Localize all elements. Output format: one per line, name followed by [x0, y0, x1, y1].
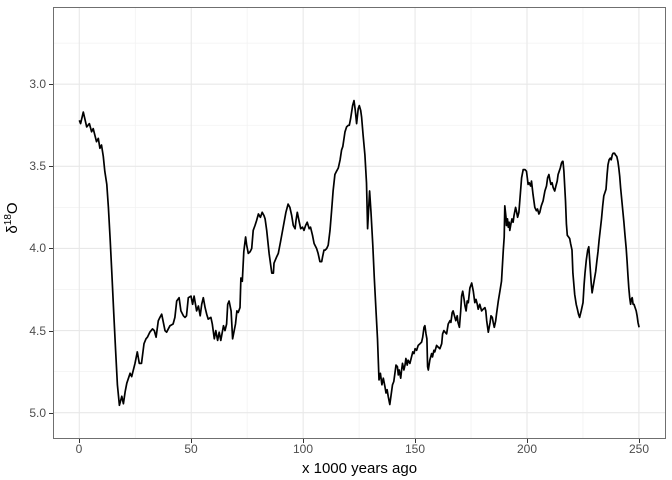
plot-panel [53, 7, 666, 439]
x-axis-tick [527, 439, 528, 443]
x-axis-tick [191, 439, 192, 443]
data-line [78, 99, 640, 407]
y-axis-tick [49, 84, 53, 85]
panel-border [53, 7, 666, 439]
x-axis-tick [415, 439, 416, 443]
y-tick-label: 3.0 [29, 77, 46, 91]
x-axis-tick [639, 439, 640, 443]
y-axis-tick [49, 166, 53, 167]
y-tick-label: 5.0 [29, 406, 46, 420]
y-axis-title-delta: δ [4, 225, 21, 234]
x-tick-label: 150 [404, 442, 426, 456]
y-tick-label: 3.5 [29, 159, 46, 173]
y-axis-title-superscript: 18 [3, 214, 14, 226]
x-axis-title: x 1000 years ago [301, 460, 418, 477]
y-tick-label: 4.0 [29, 241, 46, 255]
x-axis-tick [303, 439, 304, 443]
y-axis-tick [49, 331, 53, 332]
y-axis-title-element: O [4, 202, 21, 215]
x-tick-label: 250 [628, 442, 650, 456]
y-tick-label: 4.5 [29, 324, 46, 338]
x-tick-label: 50 [184, 442, 198, 456]
x-tick-label: 0 [75, 442, 83, 456]
y-axis-tick [49, 413, 53, 414]
x-tick-label: 200 [516, 442, 538, 456]
x-tick-label: 100 [292, 442, 314, 456]
x-axis-tick [79, 439, 80, 443]
y-axis-tick [49, 248, 53, 249]
